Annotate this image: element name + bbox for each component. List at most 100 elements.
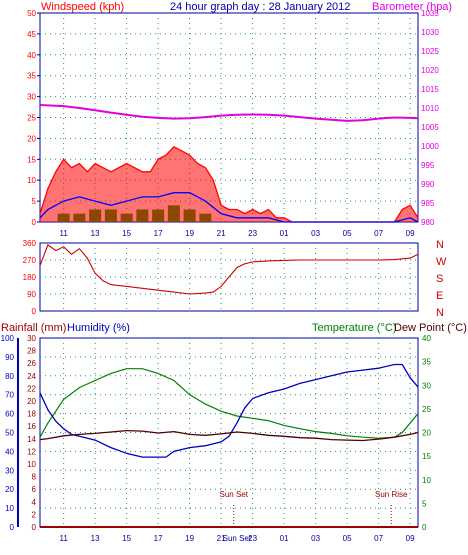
wind-x-tick-label: 19 (185, 229, 194, 238)
windspeed-tick-label: 15 (27, 155, 36, 164)
humidity-tick-label: 40 (5, 447, 14, 456)
wind-x-tick-label: 17 (154, 229, 163, 238)
barometer-line (39, 104, 419, 122)
wind-direction-line (39, 244, 419, 295)
windspeed-tick-label: 30 (27, 93, 36, 102)
windspeed-tick-label: 40 (27, 51, 36, 60)
humidity-line (39, 363, 419, 458)
temp-x-tick-label: 15 (122, 534, 131, 543)
temp-x-tick-label: 03 (311, 534, 320, 543)
temperature-tick-label: 30 (422, 381, 431, 390)
tick-layer: 0510152025303540455098098599099510001005… (1, 9, 447, 543)
dewpoint-axis-label: Dew Point (°C) (394, 322, 467, 334)
temp-x-tick-label: 13 (91, 534, 100, 543)
temp-x-tick-label: 21 (217, 534, 226, 543)
windspeed-tick-label: 0 (32, 218, 37, 227)
temp-x-tick-label: 11 (59, 534, 68, 543)
rainfall-tick-label: 0 (32, 523, 37, 532)
rainfall-tick-label: 30 (27, 334, 36, 343)
temperature-tick-label: 35 (422, 358, 431, 367)
barometer-tick-label: 1035 (421, 9, 439, 18)
rainfall-tick-label: 14 (27, 435, 36, 444)
dewpoint-line (39, 429, 419, 442)
direction-tick-label: 0 (32, 307, 37, 316)
rainfall-tick-label: 4 (32, 498, 37, 507)
wind-x-tick-label: 09 (406, 229, 415, 238)
rainfall-tick-label: 2 (32, 510, 37, 519)
barometer-tick-label: 1010 (421, 104, 439, 113)
temp-x-tick-label: 05 (343, 534, 352, 543)
wind-x-tick-label: 13 (91, 229, 100, 238)
chart-title: 24 hour graph day : 28 January 2012 (170, 1, 350, 13)
temperature-line (39, 368, 419, 439)
sun-event-label: Sun Rise (375, 490, 408, 499)
humidity-tick-label: 0 (10, 523, 15, 532)
humidity-tick-label: 10 (5, 504, 14, 513)
windspeed-tick-label: 5 (32, 197, 37, 206)
barometer-tick-label: 1005 (421, 123, 439, 132)
rainfall-tick-label: 20 (27, 397, 36, 406)
compass-label: N (436, 307, 444, 319)
direction-tick-label: 180 (23, 273, 37, 282)
temp-x-tick-label: 17 (154, 534, 163, 543)
windspeed-tick-label: 35 (27, 72, 36, 81)
temp-x-tick-label: 07 (374, 534, 383, 543)
temp-x-tick-label: 01 (280, 534, 289, 543)
rainfall-tick-label: 24 (27, 372, 36, 381)
humidity-tick-label: 100 (1, 334, 15, 343)
rainfall-tick-label: 22 (27, 384, 36, 393)
wind-x-tick-label: 15 (122, 229, 131, 238)
temperature-tick-label: 20 (422, 429, 431, 438)
windspeed-tick-label: 25 (27, 114, 36, 123)
barometer-tick-label: 995 (421, 161, 435, 170)
temp-x-tick-label: 09 (406, 534, 415, 543)
rainfall-tick-label: 8 (32, 473, 37, 482)
temperature-tick-label: 0 (422, 523, 427, 532)
barometer-tick-label: 1020 (421, 66, 439, 75)
windspeed-tick-label: 45 (27, 30, 36, 39)
temp-x-tick-label: 23 (248, 534, 257, 543)
barometer-tick-label: 990 (421, 180, 435, 189)
compass-label: S (436, 273, 443, 285)
rainfall-tick-label: 6 (32, 485, 37, 494)
grid-layer (40, 13, 418, 527)
humidity-axis-label: Humidity (%) (67, 322, 130, 334)
humidity-tick-label: 50 (5, 429, 14, 438)
humidity-tick-label: 70 (5, 391, 14, 400)
humidity-tick-label: 80 (5, 372, 14, 381)
wind-x-tick-label: 07 (374, 229, 383, 238)
temp-x-tick-label: Sun Set (223, 534, 252, 543)
temperature-tick-label: 10 (422, 476, 431, 485)
barometer-tick-label: 1000 (421, 142, 439, 151)
windspeed-tick-label: 20 (27, 134, 36, 143)
wind-x-tick-label: 03 (311, 229, 320, 238)
windspeed-area (40, 146, 418, 222)
barometer-tick-label: 1025 (421, 47, 439, 56)
compass-label: N (436, 239, 444, 251)
average-wind-line (39, 192, 419, 223)
wind-x-tick-label: 23 (248, 229, 257, 238)
barometer-tick-label: 1015 (421, 85, 439, 94)
compass-label: E (436, 290, 443, 302)
barometer-tick-label: 1030 (421, 28, 439, 37)
rainfall-tick-label: 26 (27, 359, 36, 368)
windspeed-tick-label: 10 (27, 176, 36, 185)
wind-x-tick-label: 21 (217, 229, 226, 238)
data-layer (39, 104, 419, 528)
sun-event-label: Sun Set (219, 490, 248, 499)
barometer-axis-label: Barometer (hpa) (372, 1, 452, 13)
compass-label: W (436, 256, 447, 268)
direction-tick-label: 90 (27, 290, 36, 299)
windspeed-axis-label: Windspeed (kph) (41, 1, 124, 13)
barometer-tick-label: 985 (421, 199, 435, 208)
temp-x-tick-label: 19 (185, 534, 194, 543)
rainfall-axis-label: Rainfall (mm) (1, 322, 66, 334)
rainfall-tick-label: 28 (27, 347, 36, 356)
humidity-tick-label: 20 (5, 485, 14, 494)
windspeed-tick-label: 50 (27, 9, 36, 18)
temperature-axis-label: Temperature (°C) (312, 322, 396, 334)
temperature-tick-label: 15 (422, 452, 431, 461)
rainfall-tick-label: 16 (27, 422, 36, 431)
wind-x-tick-label: 01 (280, 229, 289, 238)
